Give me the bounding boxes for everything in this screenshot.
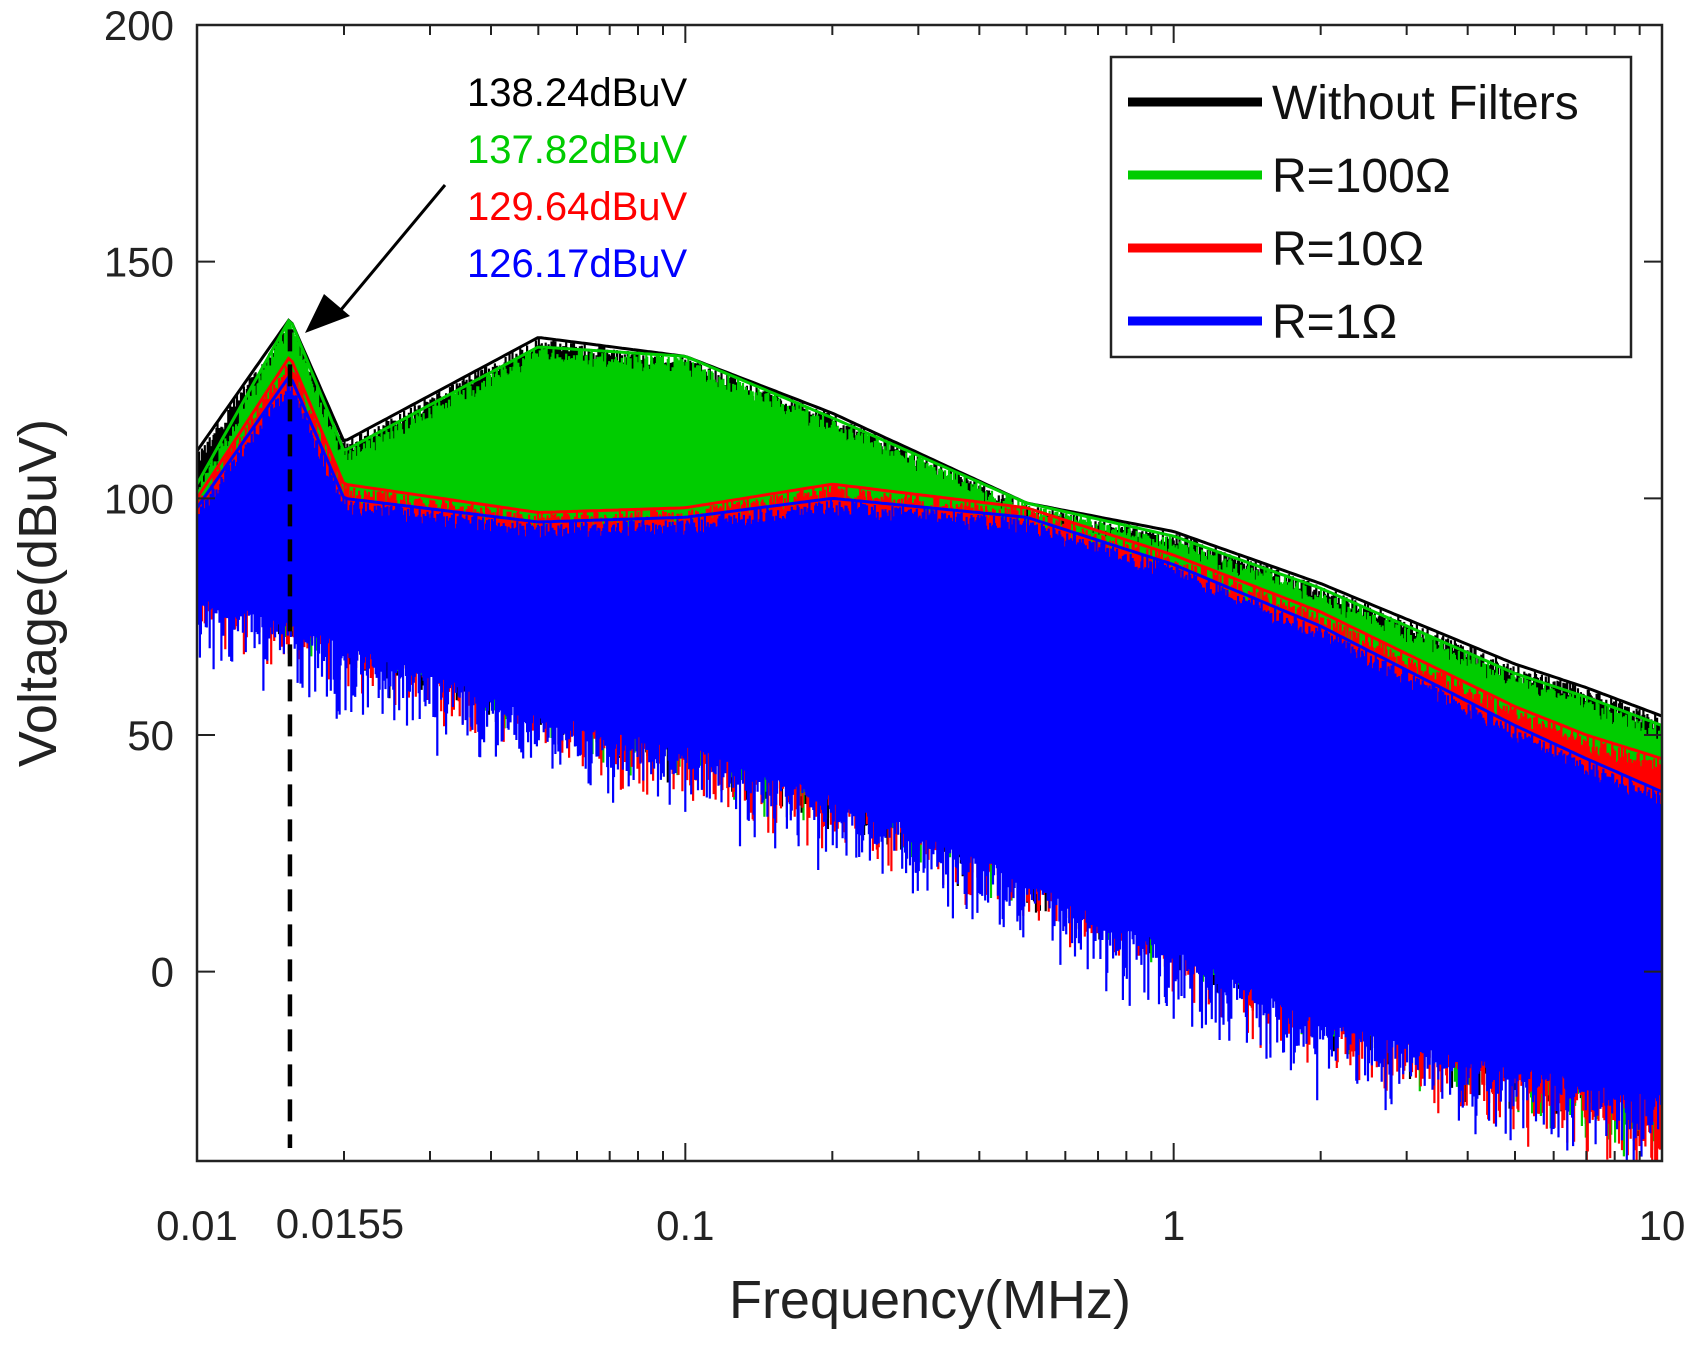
annotation-arrow-head [305, 294, 350, 333]
series-3-spectrum [197, 378, 1662, 1161]
x-tick-label: 10 [1639, 1202, 1686, 1249]
fundamental-frequency-label: 0.0155 [276, 1200, 404, 1247]
x-tick-label: 0.1 [656, 1202, 714, 1249]
y-tick-label: 100 [104, 475, 174, 522]
peak-annotation-0: 138.24dBuV [467, 71, 688, 115]
y-tick-label: 50 [127, 712, 174, 759]
plot-frame [195, 23, 1664, 1163]
peak-annotations: 138.24dBuV 137.82dBuV 129.64dBuV 126.17dBuV [305, 71, 688, 333]
x-tick-labels: 0.01 0.1 1 10 [156, 1202, 1685, 1249]
y-tick-labels: 0 50 100 150 200 [104, 2, 174, 996]
series-3-envelope [197, 374, 1662, 794]
y-tick-label: 0 [151, 949, 174, 996]
x-axis-title: Frequency(MHz) [729, 1270, 1131, 1330]
annotation-arrow-line [333, 184, 447, 318]
peak-annotation-1: 137.82dBuV [467, 128, 688, 172]
series-0-envelope [197, 318, 1662, 718]
fundamental-marker: 0.0155 [276, 329, 404, 1247]
series-layer [197, 318, 1662, 1161]
axis-ticks [196, 24, 1662, 1161]
x-tick-label: 1 [1162, 1202, 1185, 1249]
y-tick-label: 200 [104, 2, 174, 49]
peak-annotation-3: 126.17dBuV [467, 242, 688, 286]
legend-label-0: Without Filters [1272, 77, 1579, 130]
y-axis-title: Voltage(dBuV) [8, 419, 68, 767]
peak-annotation-2: 129.64dBuV [467, 185, 688, 229]
y-tick-label: 150 [104, 239, 174, 286]
legend-label-3: R=1Ω [1272, 296, 1397, 349]
legend-label-1: R=100Ω [1272, 150, 1451, 203]
series-1-envelope [197, 318, 1662, 727]
legend-box [1109, 55, 1633, 359]
x-tick-label: 0.01 [156, 1202, 238, 1249]
legend-label-2: R=10Ω [1272, 223, 1424, 276]
series-2-envelope [197, 356, 1662, 761]
legend: Without Filters R=100Ω R=10Ω R=1Ω [1109, 55, 1633, 359]
